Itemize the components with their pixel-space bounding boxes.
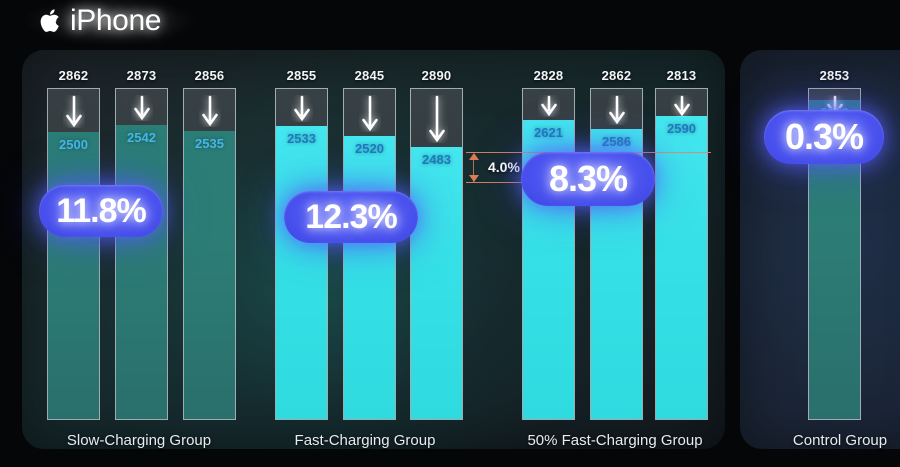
arrow-down-icon xyxy=(426,95,448,143)
bar-final-capacity-label: 2590 xyxy=(667,121,696,136)
bar-fill xyxy=(276,126,327,419)
brand-wordmark: iPhone xyxy=(70,4,162,37)
degradation-pill: 12.3% xyxy=(284,191,418,243)
capacity-bar xyxy=(115,88,168,420)
bar-fill xyxy=(116,125,167,419)
bar-fill xyxy=(344,136,395,419)
capacity-bar xyxy=(183,88,236,420)
bar-fill xyxy=(411,147,462,419)
degradation-pill: 0.3% xyxy=(764,110,884,164)
bar-initial-capacity-label: 2856 xyxy=(194,68,225,83)
brand-badge: iPhone xyxy=(22,0,197,44)
capacity-bar xyxy=(410,88,463,420)
group-axis-label: Control Group xyxy=(792,432,888,449)
degradation-pill: 8.3% xyxy=(521,152,655,206)
bar-initial-capacity-label: 2828 xyxy=(533,68,564,83)
bar-initial-capacity-label: 2855 xyxy=(286,68,317,83)
capacity-bar xyxy=(590,88,643,420)
bar-fill xyxy=(48,132,99,419)
capacity-bar xyxy=(47,88,100,420)
capacity-bar xyxy=(655,88,708,420)
bar-initial-capacity-label: 2853 xyxy=(819,68,850,83)
capacity-bar xyxy=(275,88,328,420)
arrow-down-icon xyxy=(63,95,85,128)
arrow-down-icon xyxy=(199,95,221,127)
arrow-down-icon xyxy=(538,95,560,117)
group-axis-label: 50% Fast-Charging Group xyxy=(527,432,703,449)
bar-final-capacity-label: 2586 xyxy=(602,134,631,149)
bar-final-capacity-label: 2533 xyxy=(287,131,316,146)
bar-initial-capacity-label: 2862 xyxy=(601,68,632,83)
bar-final-capacity-label: 2542 xyxy=(127,130,156,145)
bar-final-capacity-label: 2483 xyxy=(422,152,451,167)
bar-initial-capacity-label: 2813 xyxy=(666,68,697,83)
bar-initial-capacity-label: 2845 xyxy=(354,68,385,83)
delta-arrow-down-icon xyxy=(469,175,479,182)
group-axis-label: Fast-Charging Group xyxy=(294,432,436,449)
delta-arrow-up-icon xyxy=(469,153,479,160)
apple-logo-icon xyxy=(40,7,64,35)
bar-initial-capacity-label: 2890 xyxy=(421,68,452,83)
bar-initial-capacity-label: 2862 xyxy=(58,68,89,83)
delta-label: 4.0% xyxy=(488,159,520,175)
bar-fill xyxy=(184,131,235,419)
bar-final-capacity-label: 2520 xyxy=(355,141,384,156)
delta-bottom-line xyxy=(466,182,524,183)
bar-fill xyxy=(656,116,707,419)
bar-initial-capacity-label: 2873 xyxy=(126,68,157,83)
group-axis-label: Slow-Charging Group xyxy=(66,432,212,449)
degradation-pill: 11.8% xyxy=(39,185,163,237)
delta-vertical xyxy=(473,154,474,182)
arrow-down-icon xyxy=(359,95,381,132)
arrow-down-icon xyxy=(606,95,628,125)
arrow-down-icon xyxy=(131,95,153,121)
arrow-down-icon xyxy=(671,95,693,117)
bar-final-capacity-label: 2535 xyxy=(195,136,224,151)
bar-final-capacity-label: 2500 xyxy=(59,137,88,152)
capacity-bar xyxy=(343,88,396,420)
arrow-down-icon xyxy=(291,95,313,122)
bar-final-capacity-label: 2621 xyxy=(534,125,563,140)
